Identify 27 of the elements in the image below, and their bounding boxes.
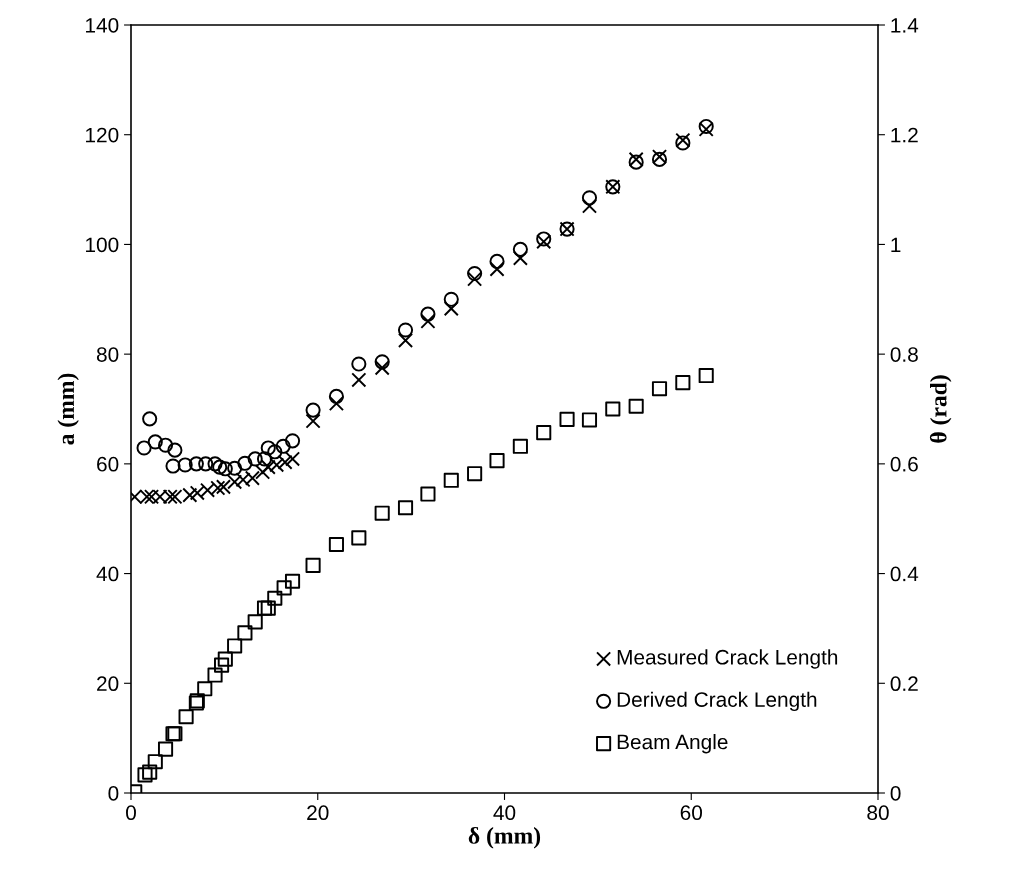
y-tick-label: 100 xyxy=(86,237,119,253)
y-axis-title: a (mm) xyxy=(57,373,79,445)
x-tick-label: 0 xyxy=(126,805,136,821)
y2-tick-label: 1 xyxy=(891,237,901,252)
y2-tick-label: 0.8 xyxy=(890,347,918,362)
y2-tick-label: 0.6 xyxy=(890,456,918,472)
y2-tick-label: 1.4 xyxy=(891,18,919,33)
y2-tick-label: 1.2 xyxy=(891,127,918,143)
x-tick-label: 80 xyxy=(867,805,889,821)
y-tick-label: 80 xyxy=(96,347,119,362)
y2-tick-label: 0 xyxy=(890,786,901,801)
x-tick-label: 40 xyxy=(493,805,516,821)
y2-axis-title: θ (rad) xyxy=(929,375,952,443)
y-tick-label: 40 xyxy=(96,566,119,582)
y-tick-label: 140 xyxy=(86,18,119,33)
y-tick-label: 0 xyxy=(108,786,119,801)
y-tick-label: 20 xyxy=(97,676,119,692)
legend-label: Derived Crack Length xyxy=(617,691,817,712)
x-tick-label: 60 xyxy=(680,805,703,821)
y2-tick-label: 0.2 xyxy=(890,676,918,692)
x-axis-title: δ (mm) xyxy=(468,827,541,849)
legend-label: Beam Angle xyxy=(617,734,728,754)
legend-label: Measured Crack Length xyxy=(617,649,838,669)
y2-tick-label: 0.4 xyxy=(890,566,919,582)
x-tick-label: 20 xyxy=(307,805,329,821)
y-tick-label: 120 xyxy=(86,127,119,143)
y-tick-label: 60 xyxy=(97,456,119,472)
